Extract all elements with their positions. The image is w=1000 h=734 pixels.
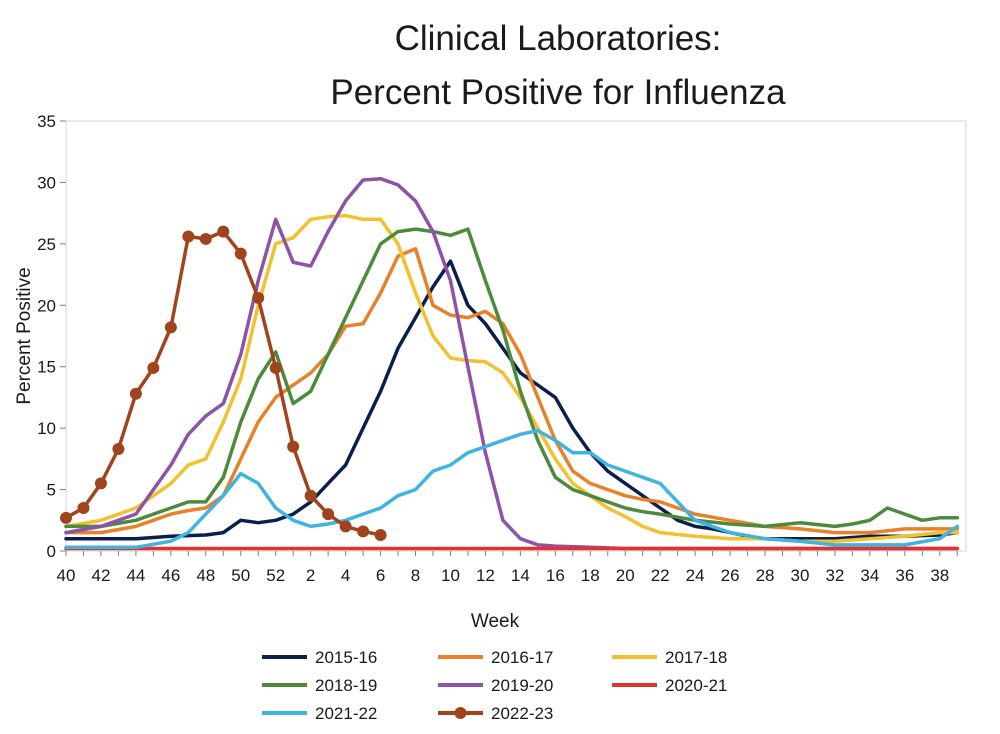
x-tick-label: 44 <box>126 566 145 585</box>
x-tick-label: 50 <box>231 566 250 585</box>
x-tick-label: 14 <box>511 566 530 585</box>
x-tick-label: 16 <box>546 566 565 585</box>
x-tick-label: 38 <box>930 566 949 585</box>
series-line-2022-23 <box>64 229 383 537</box>
legend-item-2017-18: 2017-18 <box>612 648 727 667</box>
series-line-2021-22 <box>64 428 960 550</box>
legend-label: 2021-22 <box>315 704 377 723</box>
legend-label: 2018-19 <box>315 676 377 695</box>
data-point-2022-23 <box>357 525 370 538</box>
y-tick-label: 5 <box>47 481 56 500</box>
data-point-2022-23 <box>322 508 335 521</box>
chart-title-line1: Clinical Laboratories: <box>395 19 722 58</box>
legend-item-2016-17: 2016-17 <box>438 648 553 667</box>
x-tick-label: 34 <box>860 566 879 585</box>
x-tick-label: 32 <box>825 566 844 585</box>
y-axis-label: Percent Positive <box>14 267 35 404</box>
data-point-2022-23 <box>112 443 125 456</box>
y-tick-label: 10 <box>37 419 56 438</box>
x-tick-label: 36 <box>895 566 914 585</box>
data-point-2022-23 <box>60 511 72 524</box>
x-tick-label: 48 <box>196 566 215 585</box>
x-tick-label: 12 <box>476 566 495 585</box>
y-axis: 0 5 10 15 20 25 30 35 <box>37 112 66 561</box>
data-point-2022-23 <box>164 321 177 334</box>
series-2015-16 <box>64 259 960 541</box>
x-tick-label: 6 <box>376 566 385 585</box>
data-point-2022-23 <box>217 225 230 238</box>
x-tick-label: 26 <box>721 566 740 585</box>
y-tick-label: 15 <box>37 358 56 377</box>
chart-title-line2: Percent Positive for Influenza <box>330 73 786 112</box>
x-tick-label: 30 <box>791 566 810 585</box>
data-point-2022-23 <box>234 247 247 260</box>
y-tick-label: 25 <box>37 235 56 254</box>
x-tick-label: 10 <box>441 566 460 585</box>
legend-item-2018-19: 2018-19 <box>262 676 377 695</box>
x-axis-label: Week <box>471 611 520 632</box>
x-axis: 40 42 44 46 48 50 52 2 4 6 8 10 12 14 16 18 20 22 24 26 28 30… <box>57 551 958 585</box>
data-point-2022-23 <box>304 489 317 502</box>
data-point-2022-23 <box>252 291 265 304</box>
series-line-2017-18 <box>64 213 960 543</box>
data-point-2022-23 <box>94 477 107 490</box>
series-layer <box>60 176 960 551</box>
y-tick-label: 20 <box>37 296 56 315</box>
data-point-2022-23 <box>129 387 142 400</box>
x-tick-label: 42 <box>91 566 110 585</box>
series-2017-18 <box>64 213 960 543</box>
data-point-2022-23 <box>374 529 387 542</box>
data-point-2022-23 <box>147 361 160 374</box>
legend-label: 2015-16 <box>315 648 377 667</box>
x-tick-label: 22 <box>651 566 670 585</box>
x-tick-label: 40 <box>57 566 76 585</box>
y-tick-label: 0 <box>47 542 56 561</box>
data-point-2022-23 <box>269 361 282 374</box>
series-line-2016-17 <box>64 247 960 535</box>
data-point-2022-23 <box>199 232 212 245</box>
legend-item-2022-23: 2022-23 <box>438 704 553 723</box>
legend-label: 2019-20 <box>491 676 553 695</box>
data-point-2022-23 <box>77 502 90 514</box>
series-2016-17 <box>64 247 960 535</box>
legend-item-2015-16: 2015-16 <box>262 648 377 667</box>
legend: 2015-16 2016-17 2017-18 2018-19 2019-20 2020-… <box>262 648 727 723</box>
legend-label: 2022-23 <box>491 704 553 723</box>
series-line-2015-16 <box>64 259 960 541</box>
x-tick-label: 4 <box>341 566 350 585</box>
legend-item-2021-22: 2021-22 <box>262 704 377 723</box>
series-line-2018-19 <box>64 227 960 529</box>
plot-area <box>65 120 967 552</box>
series-2022-23 <box>60 225 387 542</box>
x-tick-label: 18 <box>581 566 600 585</box>
series-2018-19 <box>64 227 960 529</box>
y-tick-label: 30 <box>37 173 56 192</box>
legend-label: 2016-17 <box>491 648 553 667</box>
legend-label: 2020-21 <box>665 676 727 695</box>
data-point-2022-23 <box>287 440 300 453</box>
x-tick-label: 46 <box>161 566 180 585</box>
x-tick-label: 28 <box>756 566 775 585</box>
legend-marker <box>454 707 467 719</box>
x-tick-label: 20 <box>616 566 635 585</box>
y-tick-label: 35 <box>37 112 56 131</box>
x-tick-label: 52 <box>266 566 285 585</box>
legend-label: 2017-18 <box>665 648 727 667</box>
x-tick-label: 8 <box>411 566 420 585</box>
x-tick-label: 24 <box>686 566 705 585</box>
data-point-2022-23 <box>339 520 352 533</box>
data-point-2022-23 <box>182 230 195 243</box>
legend-item-2019-20: 2019-20 <box>438 676 553 695</box>
series-2021-22 <box>64 428 960 550</box>
legend-item-2020-21: 2020-21 <box>612 676 727 695</box>
x-tick-label: 2 <box>306 566 315 585</box>
